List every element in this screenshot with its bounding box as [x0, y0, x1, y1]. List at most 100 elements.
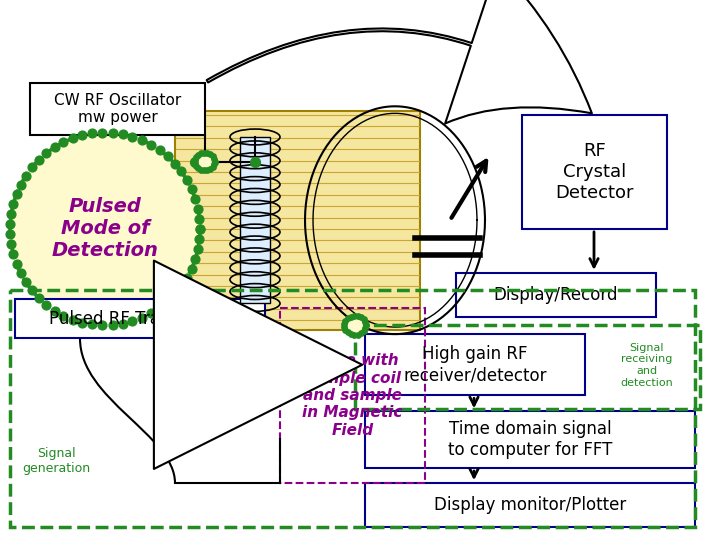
Bar — [15, 299, 265, 339]
Bar — [175, 111, 420, 330]
Point — [360, 324, 372, 333]
Point — [33, 156, 45, 164]
Point — [67, 134, 78, 143]
Point — [192, 245, 204, 254]
Text: Signal
receiving
and
detection: Signal receiving and detection — [621, 343, 673, 388]
Point — [26, 286, 37, 295]
Point — [199, 148, 210, 157]
Point — [176, 282, 187, 291]
Point — [40, 149, 52, 158]
Point — [96, 129, 108, 137]
Text: RF
Crystal
Detector: RF Crystal Detector — [555, 142, 634, 202]
Point — [340, 316, 351, 325]
Point — [136, 313, 148, 322]
Point — [86, 129, 98, 138]
Point — [342, 314, 354, 322]
Point — [192, 151, 204, 159]
Point — [191, 153, 202, 161]
Point — [202, 148, 213, 157]
Bar — [280, 308, 425, 483]
Point — [77, 131, 89, 140]
Point — [345, 330, 356, 339]
Text: Display/Record: Display/Record — [494, 286, 618, 303]
Point — [4, 220, 16, 228]
Point — [127, 317, 138, 326]
Bar — [10, 291, 695, 527]
Ellipse shape — [10, 133, 200, 325]
Point — [6, 210, 17, 218]
Point — [338, 320, 350, 328]
Point — [77, 318, 89, 327]
Point — [249, 157, 261, 166]
Point — [8, 250, 19, 259]
Point — [355, 329, 366, 338]
Point — [210, 157, 221, 166]
Point — [145, 140, 157, 149]
Text: Display monitor/Plotter: Display monitor/Plotter — [434, 496, 626, 514]
Point — [49, 143, 60, 152]
Point — [11, 190, 22, 198]
Point — [49, 306, 60, 315]
Point — [107, 321, 118, 329]
Bar — [365, 411, 695, 468]
Bar — [456, 273, 656, 316]
Point — [340, 326, 351, 334]
Point — [162, 297, 174, 306]
Point — [6, 240, 17, 248]
Point — [58, 312, 69, 320]
Point — [204, 150, 216, 159]
Point — [15, 269, 27, 278]
Point — [181, 274, 193, 282]
Ellipse shape — [344, 316, 366, 335]
Point — [86, 320, 98, 329]
Point — [162, 152, 174, 161]
Point — [4, 230, 16, 239]
Point — [33, 294, 45, 302]
Point — [338, 322, 350, 331]
Point — [352, 330, 364, 339]
Bar — [30, 83, 205, 135]
Point — [348, 330, 360, 339]
Point — [117, 319, 128, 328]
Point — [192, 204, 204, 213]
Point — [189, 156, 201, 164]
Bar — [355, 325, 700, 409]
Point — [154, 146, 166, 154]
Point — [355, 313, 366, 322]
Point — [348, 312, 360, 320]
Point — [145, 309, 157, 318]
Point — [15, 180, 27, 189]
Point — [207, 163, 219, 171]
Point — [199, 166, 210, 174]
Point — [96, 321, 108, 329]
Point — [181, 176, 193, 184]
Point — [189, 194, 201, 203]
Point — [352, 312, 364, 320]
Point — [189, 157, 201, 166]
Bar — [365, 483, 695, 527]
Bar — [522, 115, 667, 229]
Text: Pulsed RF Transmitter: Pulsed RF Transmitter — [50, 310, 230, 328]
Text: Time domain signal
to computer for FFT: Time domain signal to computer for FFT — [448, 420, 612, 459]
Point — [358, 315, 369, 324]
Text: Signal
generation: Signal generation — [22, 447, 90, 475]
Point — [67, 315, 78, 324]
Point — [192, 164, 204, 172]
Point — [360, 321, 372, 329]
Point — [194, 214, 205, 223]
Point — [40, 300, 52, 309]
Point — [20, 278, 32, 287]
Point — [189, 255, 201, 264]
Text: CW RF Oscillator
mw power: CW RF Oscillator mw power — [54, 93, 181, 125]
Point — [358, 327, 369, 335]
Text: High gain RF
receiver/detector: High gain RF receiver/detector — [403, 346, 546, 384]
Point — [194, 225, 206, 233]
Point — [207, 152, 219, 160]
Point — [360, 321, 372, 329]
Point — [209, 154, 220, 163]
Bar — [365, 334, 585, 395]
Point — [58, 138, 69, 147]
Point — [107, 129, 118, 137]
Bar — [240, 137, 270, 303]
Point — [117, 130, 128, 139]
